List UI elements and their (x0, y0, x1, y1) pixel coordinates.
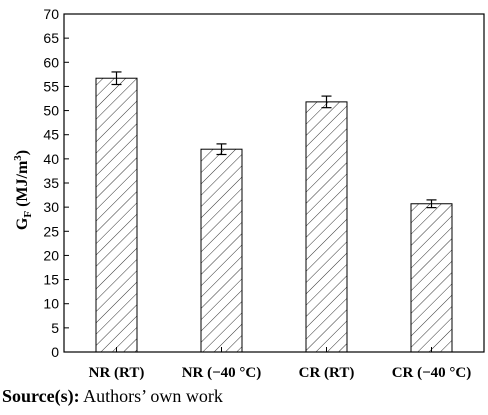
y-tick-label: 30 (43, 199, 59, 215)
y-tick-label: 10 (43, 296, 59, 312)
y-tick-label: 40 (43, 151, 59, 167)
source-text: Authors’ own work (79, 386, 223, 406)
y-tick-label: 65 (43, 30, 59, 46)
plot-area: 0 5 10 15 20 25 30 35 40 45 50 55 60 65 70 NR (RT) NR (−… (43, 6, 485, 381)
y-tick-label: 45 (43, 127, 59, 143)
y-tick-label: 25 (43, 223, 59, 239)
y-tick-label: 35 (43, 175, 59, 191)
y-tick-label: 5 (51, 320, 59, 336)
bar (305, 101, 348, 353)
x-tick-label: CR (−40 °C) (392, 365, 472, 381)
y-tick-label: 55 (43, 78, 59, 94)
x-tick-label: NR (RT) (89, 365, 145, 381)
y-tick-label: 50 (43, 103, 59, 119)
y-tick-label: 70 (43, 6, 59, 22)
source-caption: Source(s): Authors’ own work (2, 386, 223, 407)
bar (410, 203, 453, 353)
source-label: Source(s): (2, 386, 80, 406)
bar (95, 77, 138, 353)
x-tick-label: CR (RT) (299, 365, 355, 381)
y-axis-label: GF (MJ/m3) (12, 150, 34, 230)
x-tick-label: NR (−40 °C) (182, 365, 262, 381)
y-tick-label: 0 (51, 344, 59, 360)
bar (200, 148, 243, 353)
y-tick-label: 60 (43, 54, 59, 70)
bar-chart: 0 5 10 15 20 25 30 35 40 45 50 55 60 65 70 NR (RT) NR (−… (12, 6, 485, 381)
y-tick-label: 15 (43, 272, 59, 288)
y-tick-label: 20 (43, 247, 59, 263)
